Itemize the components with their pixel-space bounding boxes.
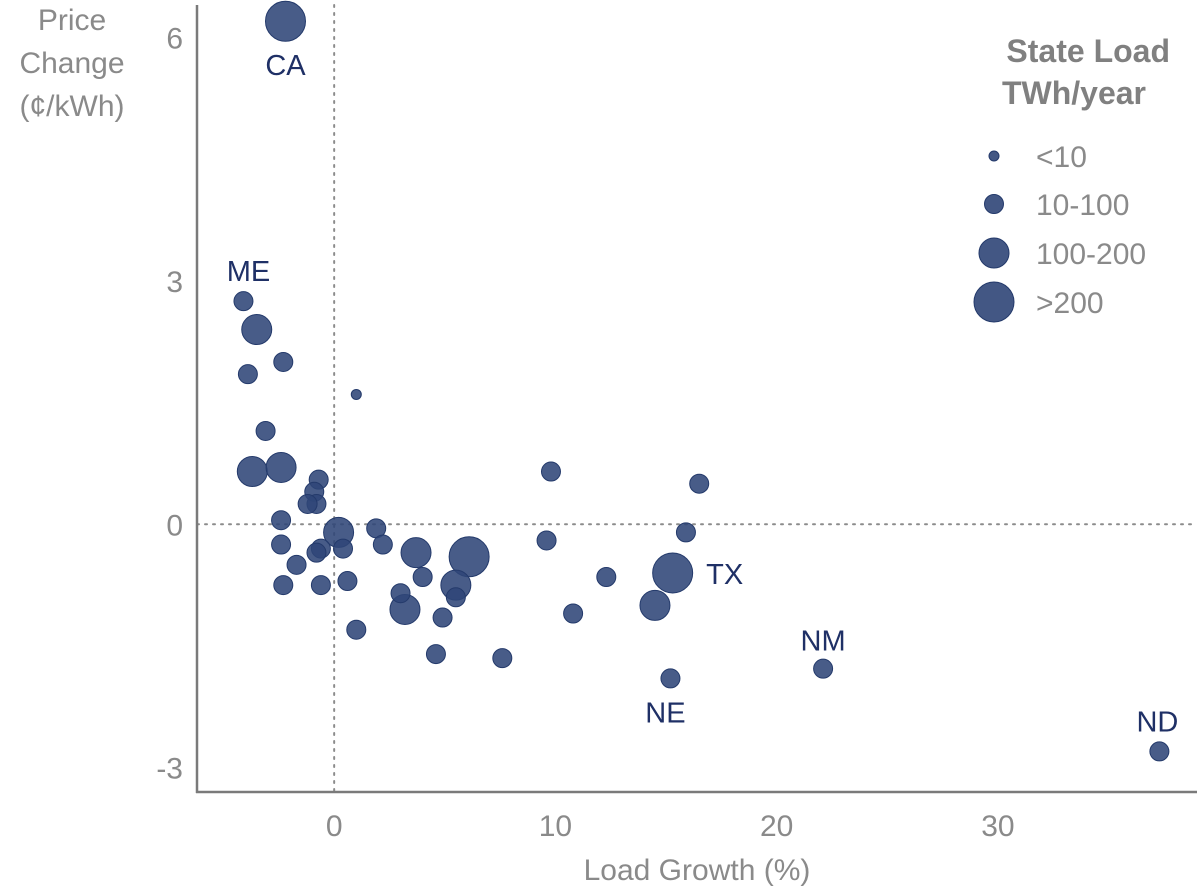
data-point: [675, 522, 696, 543]
data-point: [660, 668, 681, 689]
data-point: [265, 451, 297, 483]
x-tick-label: 10: [539, 810, 572, 843]
data-point: [813, 658, 834, 679]
data-point: [689, 473, 710, 494]
data-point: [271, 510, 292, 531]
data-point: [412, 566, 433, 587]
data-point: [652, 552, 694, 594]
state-label-tx: TX: [706, 559, 743, 591]
data-point: [273, 575, 294, 596]
legend-marker: [978, 237, 1010, 269]
data-point: [350, 388, 362, 400]
state-label-ne: NE: [645, 697, 685, 729]
y-tick-label: 3: [166, 266, 183, 299]
y-axis-title-line-2: Change: [19, 47, 124, 80]
data-point: [333, 538, 354, 559]
legend-label: 10-100: [1036, 189, 1129, 222]
legend-label: <10: [1036, 141, 1087, 174]
data-point: [492, 648, 513, 669]
legend-marker: [984, 194, 1004, 214]
x-tick-label: 30: [981, 810, 1014, 843]
y-tick-label: 6: [166, 22, 183, 55]
y-axis-title-line-3: (¢/kWh): [20, 90, 125, 123]
x-tick-label: 0: [326, 810, 343, 843]
y-axis-title-line-1: Price: [38, 4, 106, 37]
data-point: [273, 351, 294, 372]
x-axis-title: Load Growth (%): [584, 854, 811, 887]
data-point: [639, 589, 671, 621]
data-point: [1149, 741, 1170, 762]
data-point: [264, 0, 306, 42]
data-point: [445, 587, 466, 608]
legend-entries: <10 10-100 100-200 >200: [973, 141, 1146, 323]
x-tick-label: 20: [760, 810, 793, 843]
data-point: [448, 536, 490, 578]
legend-marker: [973, 281, 1015, 323]
data-point: [390, 583, 411, 604]
data-point: [271, 534, 292, 555]
data-point: [233, 291, 254, 312]
data-point: [400, 537, 432, 569]
data-point: [337, 571, 358, 592]
data-point: [255, 420, 276, 441]
data-points: [233, 0, 1170, 762]
data-point: [432, 607, 453, 628]
data-point: [596, 566, 617, 587]
reference-lines: [196, 4, 1198, 793]
legend-marker: [988, 150, 1000, 162]
data-point: [563, 603, 584, 624]
state-label-nm: NM: [801, 626, 846, 658]
data-point: [286, 554, 307, 575]
data-point: [536, 530, 557, 551]
data-point: [372, 534, 393, 555]
data-point: [306, 542, 327, 563]
state-label-ca: CA: [265, 50, 306, 82]
axes: [195, 5, 1197, 794]
y-tick-label: 0: [166, 509, 183, 542]
data-point: [236, 456, 268, 488]
data-point: [237, 364, 258, 385]
legend-title-line-2: TWh/year: [1002, 75, 1146, 111]
tick-labels: 0 10 20 30 -3 0 3 6: [156, 22, 1014, 843]
legend-label: >200: [1036, 287, 1104, 320]
data-point: [425, 644, 446, 665]
legend: State Load TWh/year <10 10-100 100-200 >200: [973, 33, 1170, 323]
state-label-me: ME: [227, 256, 271, 288]
y-tick-label: -3: [156, 753, 183, 786]
axis-titles: Price Change (¢/kWh) Load Growth (%): [19, 4, 810, 887]
data-point: [297, 493, 318, 514]
data-point: [241, 314, 273, 346]
state-labels: CA ME TX NE NM ND: [227, 50, 1179, 738]
data-point: [310, 575, 331, 596]
data-point: [346, 619, 367, 640]
state-label-nd: ND: [1136, 706, 1178, 738]
legend-label: 100-200: [1036, 238, 1146, 271]
legend-title-line-1: State Load: [1006, 33, 1170, 69]
data-point: [540, 461, 561, 482]
